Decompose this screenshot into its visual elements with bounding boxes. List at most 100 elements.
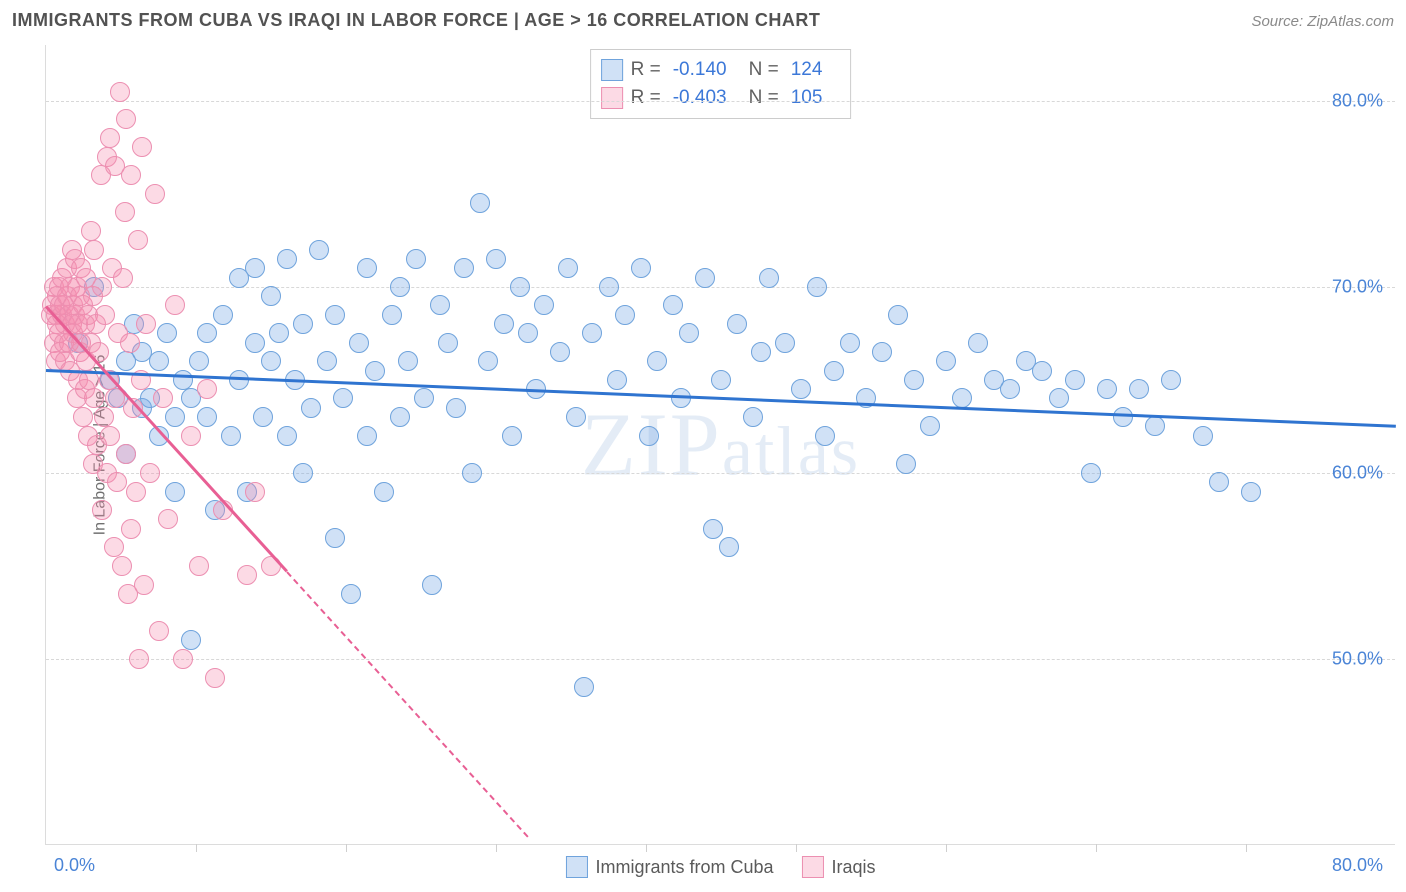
data-point: [807, 277, 827, 297]
header: IMMIGRANTS FROM CUBA VS IRAQI IN LABOR F…: [12, 10, 1394, 31]
data-point: [904, 370, 924, 390]
data-point: [301, 398, 321, 418]
data-point: [365, 361, 385, 381]
x-axis-min-label: 0.0%: [54, 855, 95, 876]
gridline: [46, 101, 1395, 102]
data-point: [245, 333, 265, 353]
x-axis-max-label: 80.0%: [1332, 855, 1383, 876]
data-point: [695, 268, 715, 288]
x-tick: [1246, 844, 1247, 852]
data-point: [968, 333, 988, 353]
data-point: [107, 472, 127, 492]
data-point: [341, 584, 361, 604]
data-point: [245, 258, 265, 278]
data-point: [679, 323, 699, 343]
source-attribution: Source: ZipAtlas.com: [1251, 13, 1394, 30]
data-point: [719, 537, 739, 557]
data-point: [639, 426, 659, 446]
swatch-iraqis: [601, 87, 623, 109]
data-point: [128, 230, 148, 250]
data-point: [430, 295, 450, 315]
data-point: [121, 165, 141, 185]
legend-row-cuba: R = -0.140 N = 124: [601, 56, 837, 84]
data-point: [84, 388, 104, 408]
data-point: [920, 416, 940, 436]
x-tick: [946, 844, 947, 852]
data-point: [1161, 370, 1181, 390]
data-point: [149, 351, 169, 371]
data-point: [1209, 472, 1229, 492]
data-point: [494, 314, 514, 334]
data-point: [325, 528, 345, 548]
data-point: [582, 323, 602, 343]
data-point: [149, 621, 169, 641]
data-point: [157, 323, 177, 343]
data-point: [197, 407, 217, 427]
data-point: [558, 258, 578, 278]
data-point: [743, 407, 763, 427]
data-point: [94, 407, 114, 427]
data-point: [153, 388, 173, 408]
data-point: [100, 128, 120, 148]
data-point: [374, 482, 394, 502]
data-point: [663, 295, 683, 315]
data-point: [95, 305, 115, 325]
y-tick-label: 80.0%: [1332, 90, 1383, 111]
chart-title: IMMIGRANTS FROM CUBA VS IRAQI IN LABOR F…: [12, 10, 820, 31]
data-point: [116, 444, 136, 464]
gridline: [46, 659, 1395, 660]
data-point: [120, 333, 140, 353]
gridline: [46, 473, 1395, 474]
data-point: [84, 240, 104, 260]
data-point: [1129, 379, 1149, 399]
data-point: [189, 351, 209, 371]
data-point: [181, 630, 201, 650]
x-tick: [196, 844, 197, 852]
data-point: [181, 426, 201, 446]
data-point: [173, 370, 193, 390]
trend-line: [286, 571, 529, 837]
data-point: [110, 82, 130, 102]
y-tick-label: 70.0%: [1332, 276, 1383, 297]
data-point: [599, 277, 619, 297]
data-point: [896, 454, 916, 474]
x-tick: [796, 844, 797, 852]
data-point: [73, 407, 93, 427]
data-point: [158, 509, 178, 529]
data-point: [711, 370, 731, 390]
data-point: [165, 482, 185, 502]
data-point: [121, 519, 141, 539]
data-point: [357, 258, 377, 278]
data-point: [759, 268, 779, 288]
data-point: [647, 351, 667, 371]
gridline: [46, 287, 1395, 288]
data-point: [502, 426, 522, 446]
swatch-cuba: [601, 59, 623, 81]
data-point: [1065, 370, 1085, 390]
y-tick-label: 60.0%: [1332, 462, 1383, 483]
data-point: [478, 351, 498, 371]
data-point: [727, 314, 747, 334]
data-point: [888, 305, 908, 325]
data-point: [1113, 407, 1133, 427]
data-point: [1049, 388, 1069, 408]
data-point: [132, 137, 152, 157]
data-point: [382, 305, 402, 325]
data-point: [349, 333, 369, 353]
data-point: [173, 649, 193, 669]
y-tick-label: 50.0%: [1332, 648, 1383, 669]
data-point: [197, 323, 217, 343]
data-point: [112, 556, 132, 576]
data-point: [751, 342, 771, 362]
swatch-cuba-bottom: [565, 856, 587, 878]
data-point: [116, 109, 136, 129]
x-tick: [346, 844, 347, 852]
data-point: [213, 305, 233, 325]
data-point: [277, 426, 297, 446]
data-point: [197, 379, 217, 399]
data-point: [518, 323, 538, 343]
data-point: [454, 258, 474, 278]
data-point: [113, 268, 133, 288]
data-point: [952, 388, 972, 408]
data-point: [92, 277, 112, 297]
